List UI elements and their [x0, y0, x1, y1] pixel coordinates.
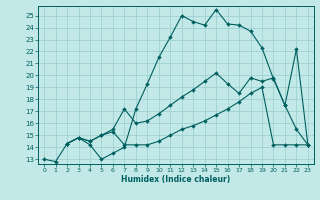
X-axis label: Humidex (Indice chaleur): Humidex (Indice chaleur) [121, 175, 231, 184]
